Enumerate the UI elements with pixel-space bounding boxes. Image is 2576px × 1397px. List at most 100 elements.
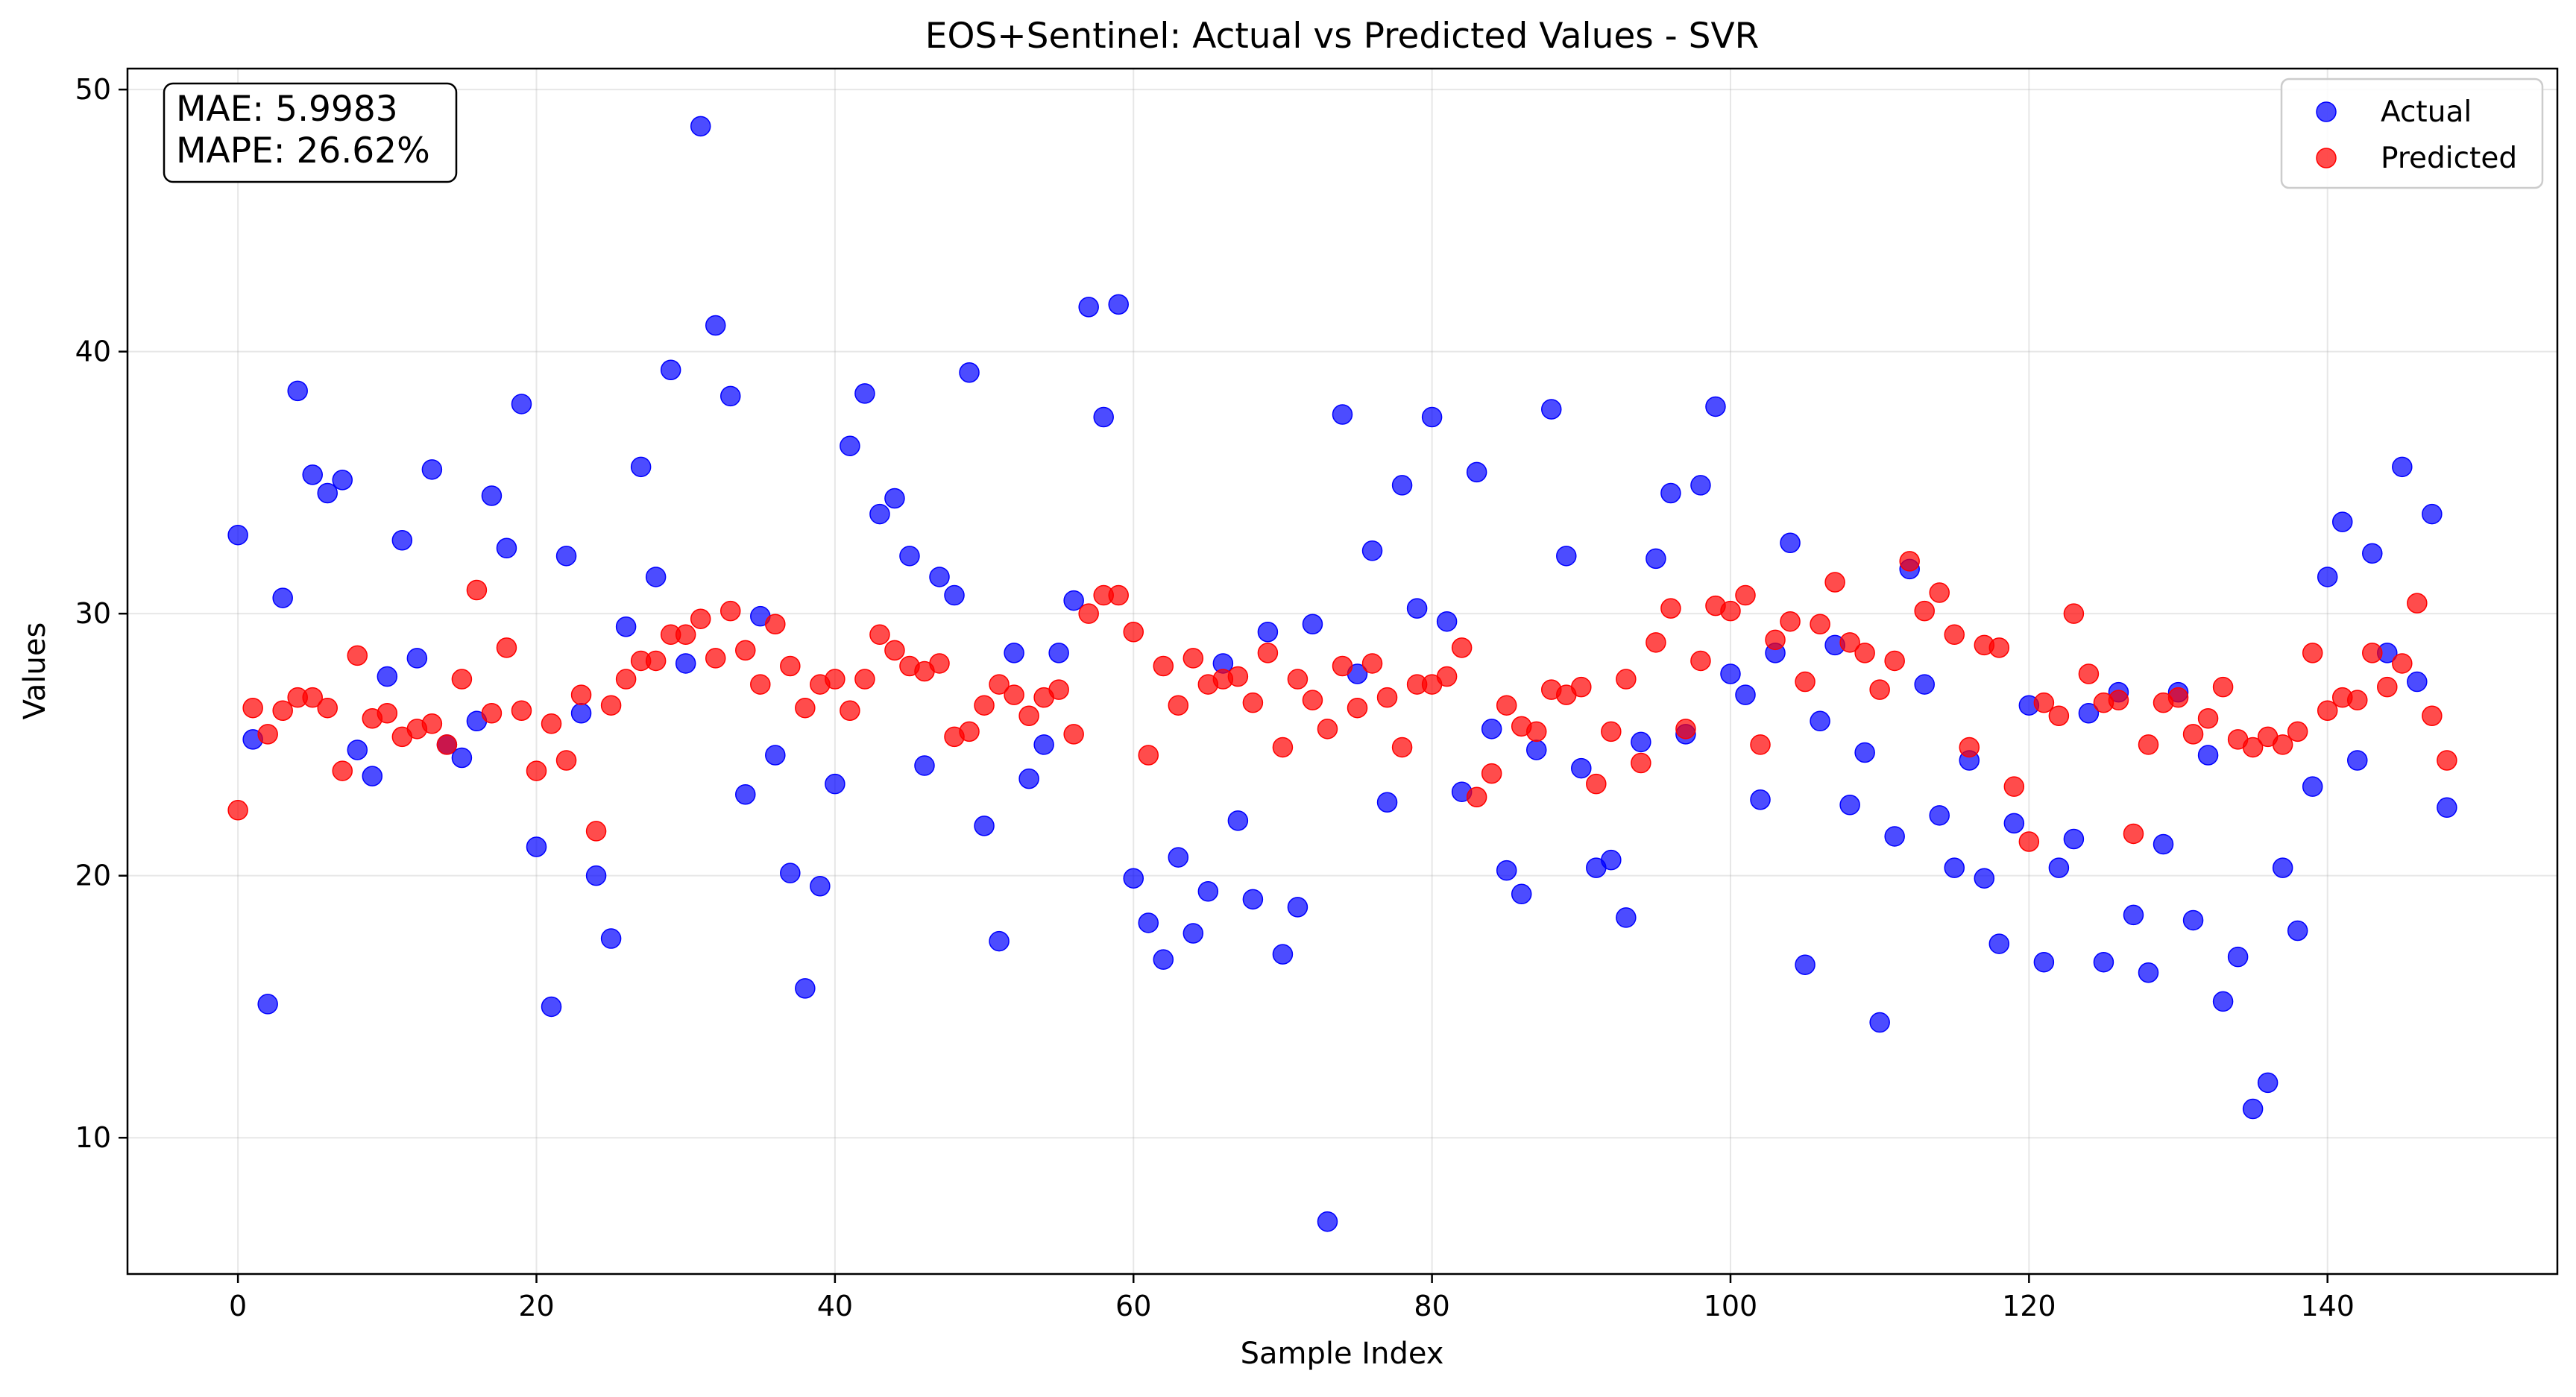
actual-point: [1033, 734, 1054, 755]
actual-point: [1631, 731, 1651, 753]
actual-point: [496, 537, 517, 559]
predicted-point: [332, 760, 353, 781]
actual-point: [719, 385, 741, 407]
predicted-point: [227, 800, 248, 821]
predicted-point: [1944, 624, 1965, 646]
predicted-point: [1839, 632, 1860, 653]
predicted-point: [974, 695, 995, 716]
predicted-point: [1182, 648, 1204, 669]
actual-point: [1735, 684, 1756, 705]
predicted-point: [2272, 734, 2293, 755]
predicted-point: [2018, 831, 2040, 852]
predicted-point: [2123, 823, 2144, 845]
actual-point: [2287, 920, 2308, 942]
predicted-point: [1361, 653, 1383, 674]
predicted-point: [570, 684, 592, 705]
predicted-point: [1302, 690, 1323, 710]
actual-point: [1884, 826, 1905, 847]
predicted-point: [735, 640, 756, 661]
predicted-point: [1451, 637, 1473, 658]
predicted-point: [2287, 721, 2308, 742]
predicted-point: [347, 645, 368, 666]
actual-point: [705, 315, 726, 336]
predicted-point: [2063, 603, 2085, 624]
actual-point: [630, 456, 652, 478]
predicted-point: [511, 700, 532, 721]
actual-point: [1108, 294, 1129, 315]
points-layer: [227, 116, 2457, 1232]
predicted-point: [2362, 643, 2383, 663]
y-tick-label: 20: [75, 860, 111, 892]
actual-point: [1660, 482, 1681, 504]
actual-point: [2422, 503, 2443, 525]
actual-point: [1302, 614, 1323, 634]
actual-point: [974, 816, 995, 836]
predicted-point: [1988, 637, 2010, 658]
legend-actual-label: Actual: [2381, 95, 2472, 129]
actual-point: [899, 546, 920, 567]
mae-label: MAE: 5.9983: [176, 89, 398, 130]
actual-point: [2392, 456, 2413, 478]
actual-point: [2302, 776, 2323, 797]
actual-point: [765, 745, 786, 766]
predicted-point: [719, 600, 741, 622]
predicted-point: [2347, 690, 2368, 710]
actual-point: [541, 996, 562, 1018]
predicted-point: [1168, 695, 1189, 716]
predicted-point: [2392, 653, 2413, 674]
legend-predicted-marker: [2316, 148, 2337, 168]
actual-point: [511, 394, 532, 414]
predicted-point: [1287, 669, 1309, 690]
actual-point: [675, 653, 696, 674]
predicted-point: [585, 821, 607, 842]
actual-point: [362, 766, 383, 786]
predicted-point: [2302, 643, 2323, 663]
predicted-point: [1048, 679, 1069, 700]
predicted-point: [1376, 687, 1398, 708]
predicted-point: [2167, 687, 2189, 708]
actual-point: [1406, 598, 1428, 619]
predicted-point: [2242, 737, 2264, 758]
x-tick-label: 40: [817, 1290, 853, 1322]
legend-actual-marker: [2316, 101, 2337, 122]
predicted-point: [1481, 763, 1502, 784]
predicted-point: [1153, 655, 1174, 677]
actual-point: [2272, 857, 2293, 878]
predicted-point: [2078, 663, 2100, 684]
predicted-point: [1436, 666, 1458, 687]
predicted-point: [1466, 786, 1487, 807]
actual-point: [1496, 860, 1517, 881]
actual-point: [1361, 540, 1383, 561]
predicted-point: [257, 724, 278, 745]
predicted-point: [675, 624, 696, 646]
predicted-point: [1601, 721, 1622, 742]
actual-point: [377, 666, 398, 687]
predicted-point: [1720, 600, 1741, 622]
actual-point: [1466, 461, 1487, 483]
predicted-point: [705, 648, 726, 669]
predicted-point: [1078, 603, 1099, 624]
predicted-point: [1959, 737, 1980, 758]
predicted-point: [690, 608, 711, 629]
actual-point: [1123, 868, 1144, 889]
predicted-point: [645, 650, 667, 672]
actual-point: [287, 380, 308, 402]
predicted-point: [1018, 705, 1039, 727]
actual-point: [854, 383, 875, 404]
predicted-point: [2138, 734, 2159, 755]
x-tick-label: 120: [2002, 1290, 2056, 1322]
predicted-point: [1586, 773, 1607, 795]
predicted-point: [2048, 705, 2070, 727]
predicted-point: [555, 750, 577, 771]
actual-point: [660, 359, 681, 380]
predicted-point: [272, 700, 293, 721]
actual-point: [2138, 962, 2159, 983]
actual-point: [257, 994, 278, 1015]
actual-point: [2242, 1098, 2264, 1120]
actual-point: [944, 584, 965, 606]
predicted-point: [1795, 671, 1816, 693]
actual-point: [1063, 590, 1084, 611]
chart-title: EOS+Sentinel: Actual vs Predicted Values…: [925, 16, 1760, 57]
predicted-point: [436, 734, 458, 755]
